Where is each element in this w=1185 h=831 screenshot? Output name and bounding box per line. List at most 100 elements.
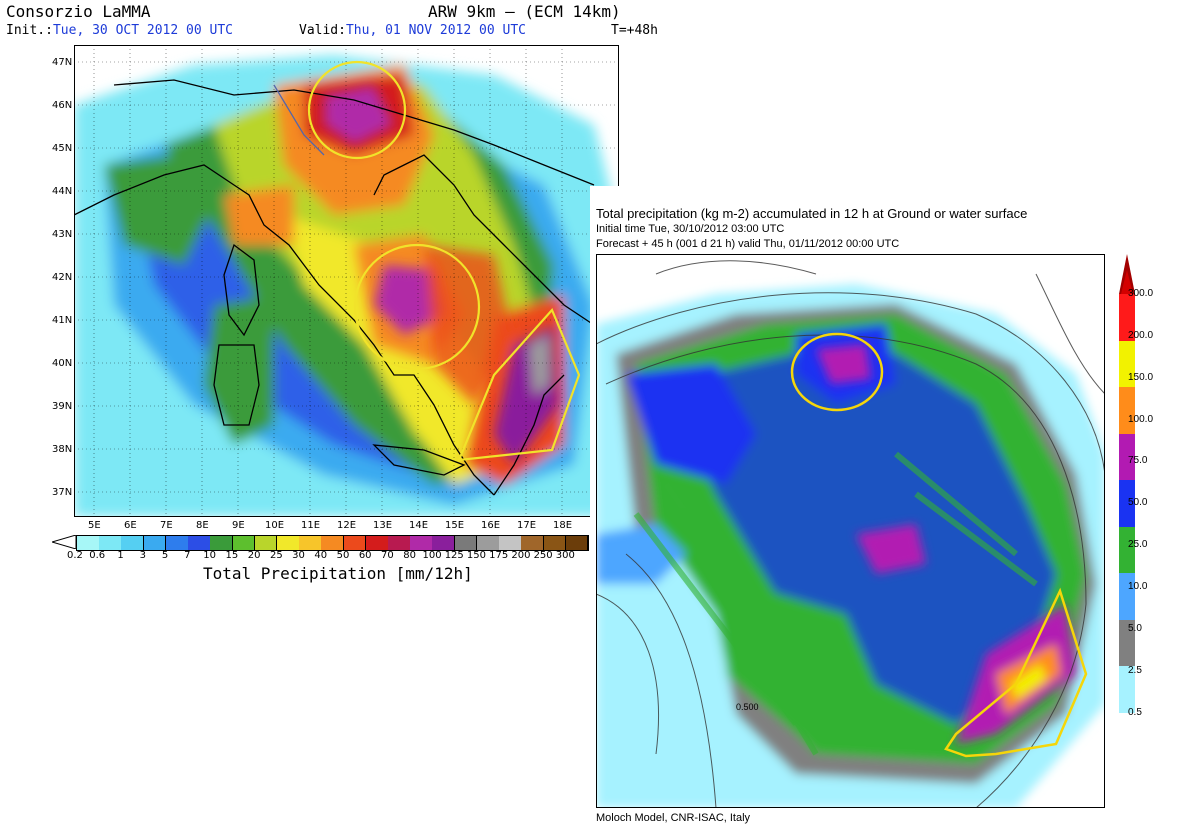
lamma-colorbar <box>52 535 589 551</box>
moloch-title: Total precipitation (kg m-2) accumulated… <box>596 206 1028 221</box>
colorbar-tick-label: 2.5 <box>1128 664 1142 676</box>
colorbar-tick-label: 5 <box>161 550 169 561</box>
lat-tick: 38N <box>52 444 73 455</box>
colorbar-swatch <box>1119 666 1135 713</box>
colorbar-swatch <box>121 536 145 550</box>
colorbar-swatch <box>365 536 389 550</box>
colorbar-swatch <box>1119 387 1135 434</box>
colorbar-swatch <box>476 536 500 550</box>
colorbar-tick-label: 3 <box>139 550 147 561</box>
colorbar-tick-label: 75.0 <box>1128 455 1148 467</box>
colorbar-swatch <box>165 536 189 550</box>
colorbar-tick-label: 200 <box>511 550 531 561</box>
colorbar-tick-label: 25.0 <box>1128 539 1148 551</box>
moloch-forecast-time: Forecast + 45 h (001 d 21 h) valid Thu, … <box>596 238 900 250</box>
lon-tick: 18E <box>553 520 573 531</box>
lamma-init-row: Init.:Tue, 30 OCT 2012 00 UTC <box>6 23 233 38</box>
lon-tick: 17E <box>517 520 537 531</box>
lat-tick: 44N <box>52 186 73 197</box>
colorbar-swatch <box>1119 573 1135 620</box>
init-value: Tue, 30 OCT 2012 00 UTC <box>52 23 233 38</box>
moloch-footer: Moloch Model, CNR-ISAC, Italy <box>596 812 751 824</box>
moloch-initial-time: Initial time Tue, 30/10/2012 03:00 UTC <box>596 223 785 235</box>
colorbar-tick-label: 80 <box>403 550 416 561</box>
lon-tick: 13E <box>373 520 393 531</box>
colorbar-swatch <box>1119 433 1135 481</box>
colorbar-tick-label: 5.0 <box>1128 622 1142 634</box>
lat-tick: 43N <box>52 229 73 240</box>
lat-tick: 42N <box>52 272 73 283</box>
lon-tick: 6E <box>124 520 137 531</box>
colorbar-arrow-icon <box>52 535 76 549</box>
colorbar-tick-label: 30 <box>292 550 305 561</box>
colorbar-tick-label: 25 <box>269 550 283 561</box>
lon-tick: 12E <box>337 520 357 531</box>
valid-label: Valid: <box>299 23 346 38</box>
lon-tick: 14E <box>409 520 429 531</box>
lat-tick: 37N <box>52 487 73 498</box>
lon-tick: 9E <box>232 520 245 531</box>
colorbar-swatch <box>565 536 589 550</box>
colorbar-swatch <box>410 536 433 550</box>
colorbar-tick-label: 60 <box>358 550 372 561</box>
lat-tick: 39N <box>52 401 73 412</box>
colorbar-tick-label: 250 <box>533 550 553 561</box>
lon-tick: 10E <box>265 520 285 531</box>
colorbar-tick-label: 300 <box>555 550 575 561</box>
colorbar-swatch <box>1119 619 1135 667</box>
lat-tick: 40N <box>52 358 73 369</box>
colorbar-swatch <box>388 536 411 550</box>
lamma-precip-map <box>74 45 619 517</box>
lon-tick: 8E <box>196 520 209 531</box>
colorbar-tick-label: 0.6 <box>89 550 106 561</box>
colorbar-tick-label: 300.0 <box>1128 288 1154 299</box>
colorbar-arrow-icon <box>1119 254 1135 294</box>
colorbar-tick-label: 175 <box>489 550 509 561</box>
lamma-model-label: ARW 9km – (ECM 14km) <box>428 2 621 21</box>
colorbar-swatch <box>1119 340 1135 388</box>
colorbar-swatch <box>499 536 522 550</box>
colorbar-tick-label: 50 <box>336 550 350 561</box>
colorbar-tick-label: 150 <box>466 550 486 561</box>
colorbar-tick-label: 50.0 <box>1128 497 1148 509</box>
moloch-colorbar <box>1119 254 1135 764</box>
colorbar-tick-label: 70 <box>381 550 394 561</box>
colorbar-swatch <box>254 536 278 550</box>
contour-label: 0.500 <box>736 702 759 712</box>
colorbar-tick-label: 40 <box>314 550 328 561</box>
lon-tick: 15E <box>445 520 465 531</box>
colorbar-swatch <box>276 536 300 550</box>
colorbar-swatch <box>143 536 167 550</box>
valid-value: Thu, 01 NOV 2012 00 UTC <box>345 23 526 38</box>
colorbar-swatch <box>99 536 122 550</box>
colorbar-tick-label: 200.0 <box>1128 329 1154 341</box>
colorbar-swatch <box>543 536 567 550</box>
colorbar-tick-label: 20 <box>247 550 261 561</box>
colorbar-cells <box>76 535 589 551</box>
lon-tick: 7E <box>160 520 173 531</box>
lamma-lead-time: T=+48h <box>611 23 658 38</box>
colorbar-swatch <box>77 536 100 550</box>
colorbar-swatch <box>1119 294 1135 341</box>
colorbar-swatch <box>343 536 367 550</box>
colorbar-tick-label: 100 <box>422 550 442 561</box>
lon-tick: 16E <box>481 520 501 531</box>
colorbar-labels: 0.2 0.6 1 3 5 7 10 15 20 25 30 40 50 60 70 80 100 125 150 1… <box>67 550 587 562</box>
lamma-title: Consorzio LaMMA <box>6 2 151 21</box>
colorbar-swatch <box>521 536 545 550</box>
lat-tick: 47N <box>52 57 73 68</box>
lat-tick: 46N <box>52 100 73 111</box>
lat-tick: 45N <box>52 143 73 154</box>
colorbar-tick-label: 7 <box>184 550 191 561</box>
colorbar-tick-label: 1 <box>117 550 124 561</box>
colorbar-swatch <box>188 536 211 550</box>
colorbar-tick-label: 10.0 <box>1128 580 1148 592</box>
colorbar-tick-label: 125 <box>444 550 464 561</box>
colorbar-swatch <box>432 536 456 550</box>
lamma-colorbar-caption: Total Precipitation [mm/12h] <box>203 564 473 583</box>
lat-tick: 41N <box>52 315 73 326</box>
lon-tick: 5E <box>88 520 101 531</box>
colorbar-swatch <box>321 536 345 550</box>
init-label: Init.: <box>6 23 53 38</box>
colorbar-tick-label: 15 <box>225 550 239 561</box>
